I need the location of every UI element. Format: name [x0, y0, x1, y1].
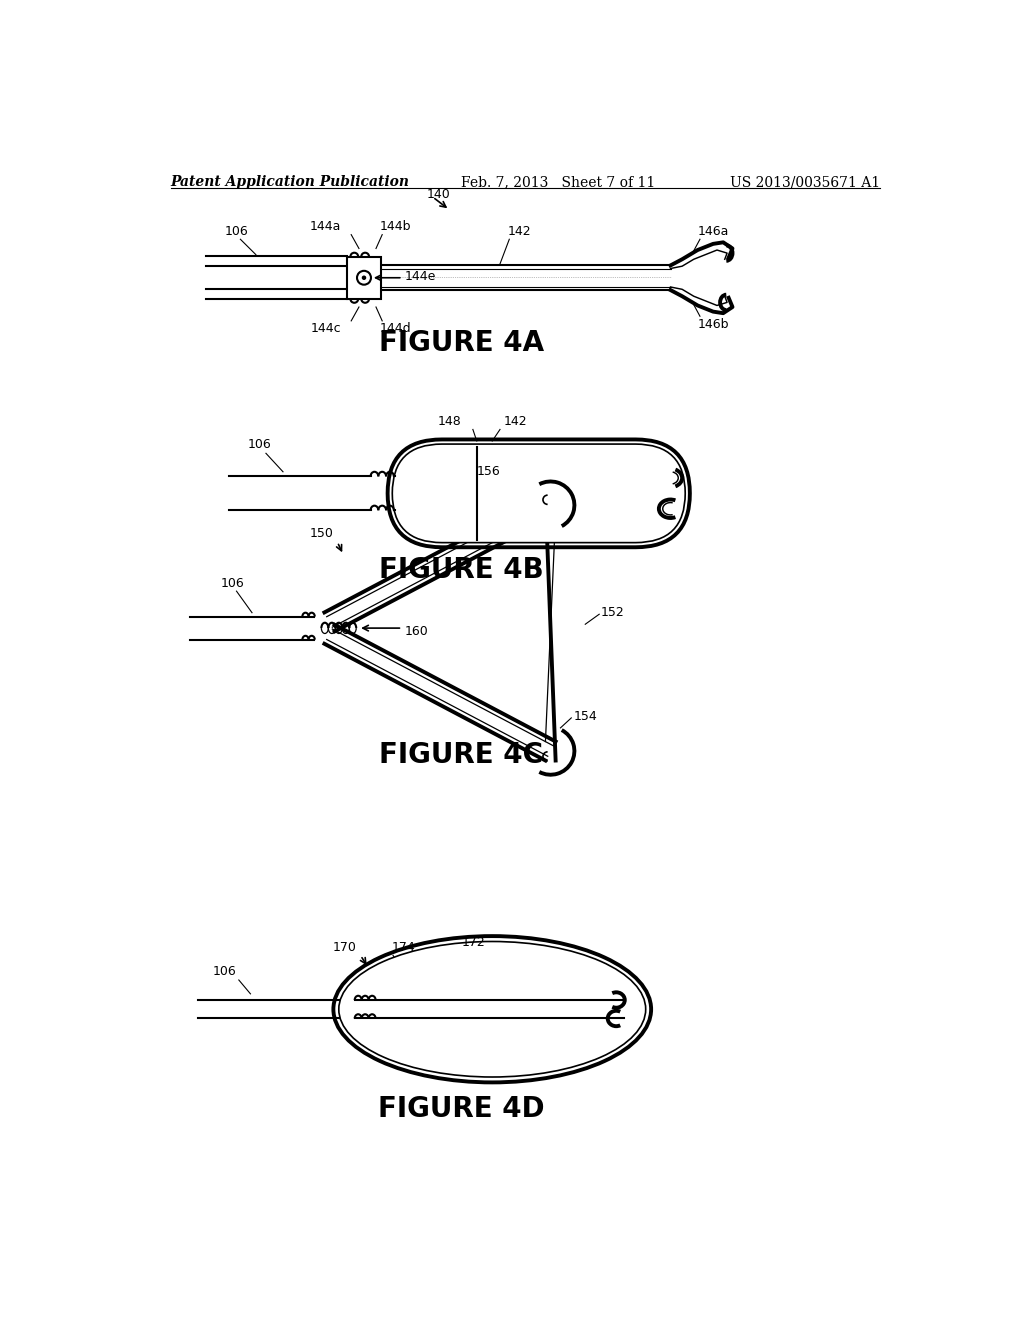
Text: 144d: 144d [380, 322, 412, 335]
Ellipse shape [334, 936, 651, 1082]
Text: 106: 106 [225, 224, 249, 238]
Text: Feb. 7, 2013   Sheet 7 of 11: Feb. 7, 2013 Sheet 7 of 11 [461, 176, 655, 189]
Text: 142: 142 [504, 414, 527, 428]
Text: 170: 170 [333, 941, 356, 954]
Text: 150: 150 [309, 527, 334, 540]
Text: FIGURE 4C: FIGURE 4C [379, 741, 544, 770]
Ellipse shape [339, 941, 646, 1077]
Text: Patent Application Publication: Patent Application Publication [171, 176, 410, 189]
FancyBboxPatch shape [388, 440, 690, 548]
Text: 140: 140 [426, 187, 451, 201]
Circle shape [357, 271, 371, 285]
Text: 172: 172 [461, 936, 485, 949]
Text: FIGURE 4B: FIGURE 4B [379, 556, 544, 585]
Text: FIGURE 4D: FIGURE 4D [378, 1096, 545, 1123]
Text: 106: 106 [221, 577, 245, 590]
Text: 160: 160 [404, 626, 428, 639]
Text: 174: 174 [391, 941, 416, 954]
Text: FIGURE 4A: FIGURE 4A [379, 329, 544, 358]
Text: 156: 156 [477, 465, 501, 478]
Text: 146b: 146b [697, 318, 729, 331]
Text: 142: 142 [508, 224, 531, 238]
Text: 146a: 146a [697, 224, 729, 238]
Text: 106: 106 [248, 438, 272, 451]
Text: US 2013/0035671 A1: US 2013/0035671 A1 [730, 176, 880, 189]
Text: 144b: 144b [380, 220, 412, 234]
Text: 144e: 144e [406, 269, 436, 282]
Text: 106: 106 [213, 965, 237, 978]
Text: 148: 148 [437, 414, 461, 428]
Text: 152: 152 [601, 606, 625, 619]
Text: 144c: 144c [310, 322, 341, 335]
FancyBboxPatch shape [392, 444, 685, 543]
Text: 144a: 144a [309, 220, 341, 234]
Circle shape [362, 276, 366, 280]
Bar [346, 256, 381, 298]
Text: 154: 154 [573, 710, 597, 723]
